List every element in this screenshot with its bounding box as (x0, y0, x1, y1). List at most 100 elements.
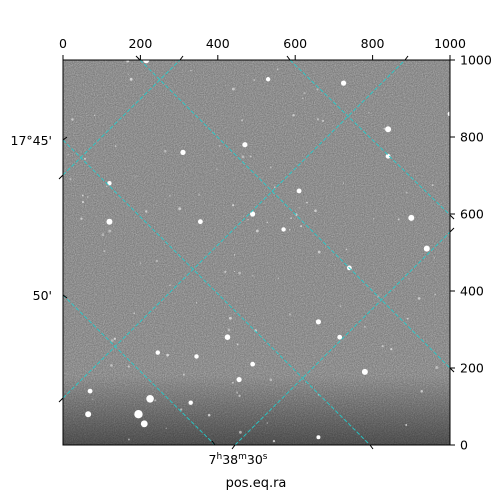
faint-star-50 (139, 262, 142, 265)
faint-star-10 (198, 194, 200, 196)
grid-line-ra-3 (289, 60, 450, 216)
faint-star-93 (105, 185, 108, 188)
faint-star-65 (113, 337, 116, 340)
faint-star-60 (110, 339, 114, 342)
grid-line-ra-1 (63, 139, 371, 445)
faint-star-9 (273, 186, 276, 188)
faint-star-35 (236, 343, 239, 346)
faint-star-33 (303, 92, 306, 95)
right-tick-label-1: 200 (460, 361, 484, 376)
star-5 (242, 142, 248, 148)
faint-star-62 (345, 248, 348, 251)
faint-star-15 (431, 184, 434, 187)
coordinate-grid (63, 60, 450, 445)
faint-star-38 (134, 176, 136, 178)
world-ticks (58, 55, 455, 450)
star-10 (250, 211, 256, 217)
star-26 (134, 410, 143, 419)
faint-star-108 (127, 365, 130, 368)
faint-star-22 (165, 427, 167, 429)
x-axis-title: pos.eq.ra (226, 476, 287, 491)
faint-star-80 (288, 313, 291, 316)
faint-star-82 (302, 97, 304, 99)
faint-star-106 (178, 207, 182, 211)
right-pixel-axis: 0 200 400 600 800 1000 (450, 53, 492, 453)
faint-star-7 (224, 270, 227, 274)
ra-tick-2 (231, 444, 236, 450)
faint-star-73 (207, 413, 211, 417)
faint-star-5 (129, 77, 133, 81)
dec-tick-right-3 (449, 367, 455, 373)
star-9 (296, 188, 302, 194)
faint-star-37 (92, 398, 94, 400)
faint-star-100 (101, 233, 105, 236)
faint-star-13 (114, 145, 117, 148)
faint-star-16 (231, 381, 234, 384)
faint-star-101 (216, 168, 218, 170)
faint-star-87 (306, 201, 308, 204)
ra-tick-top-2 (179, 55, 184, 61)
faint-star-26 (71, 118, 74, 121)
star-28 (87, 388, 93, 394)
faint-star-74 (236, 391, 239, 394)
top-pixel-axis: 0 200 400 600 800 1000 (59, 36, 466, 60)
faint-star-21 (145, 210, 148, 213)
star-0 (143, 60, 150, 64)
faint-star-25 (110, 363, 113, 367)
faint-star-44 (272, 439, 276, 443)
star-14 (281, 227, 286, 232)
dec-tick-right-2 (449, 227, 455, 233)
faint-star-109 (195, 302, 198, 304)
faint-star-57 (190, 69, 192, 72)
faint-star-30 (253, 79, 256, 81)
faint-star-31 (86, 196, 89, 198)
faint-star-19 (420, 389, 423, 393)
faint-star-71 (381, 345, 384, 348)
star-6 (180, 149, 186, 155)
faint-star-18 (166, 353, 169, 357)
faint-star-96 (241, 155, 245, 159)
faint-star-58 (238, 271, 241, 275)
faint-star-28 (127, 73, 129, 76)
star-21 (155, 350, 161, 355)
right-tick-label-5: 1000 (460, 53, 492, 68)
star-11 (106, 218, 113, 225)
star-12 (197, 219, 203, 225)
star-18 (337, 334, 343, 340)
faint-star-86 (69, 178, 72, 181)
star-20 (194, 354, 199, 359)
dec-tick-1 (62, 136, 68, 141)
faint-star-11 (154, 399, 157, 402)
star-2 (340, 80, 347, 86)
faint-star-64 (372, 217, 375, 220)
faint-star-39 (232, 204, 235, 207)
star-7 (385, 153, 391, 159)
grid-line-dec-3 (234, 231, 450, 445)
faint-star-20 (276, 68, 279, 71)
star-29 (188, 400, 193, 405)
faint-star-92 (93, 114, 96, 117)
faint-star-6 (108, 229, 112, 233)
star-1 (265, 77, 271, 82)
faint-star-85 (390, 348, 393, 351)
star-31 (140, 420, 148, 428)
faint-star-94 (182, 373, 185, 376)
faint-star-69 (434, 293, 437, 296)
star-27 (85, 411, 92, 418)
grid-line-ra-4 (63, 294, 216, 445)
right-tick-label-0: 0 (460, 438, 468, 453)
top-tick-label-4: 800 (361, 36, 385, 51)
faint-star-14 (80, 217, 83, 220)
ra-tick-top-4 (404, 55, 409, 61)
faint-star-105 (435, 366, 439, 369)
faint-star-42 (239, 430, 242, 434)
faint-star-17 (163, 149, 167, 153)
faint-star-24 (238, 394, 241, 397)
right-tick-label-2: 400 (460, 284, 484, 299)
faint-star-90 (83, 157, 87, 160)
faint-star-54 (383, 127, 386, 130)
faint-star-29 (269, 378, 273, 382)
grid-line-dec-2 (63, 60, 406, 399)
dec-tick-right-1 (449, 214, 455, 220)
